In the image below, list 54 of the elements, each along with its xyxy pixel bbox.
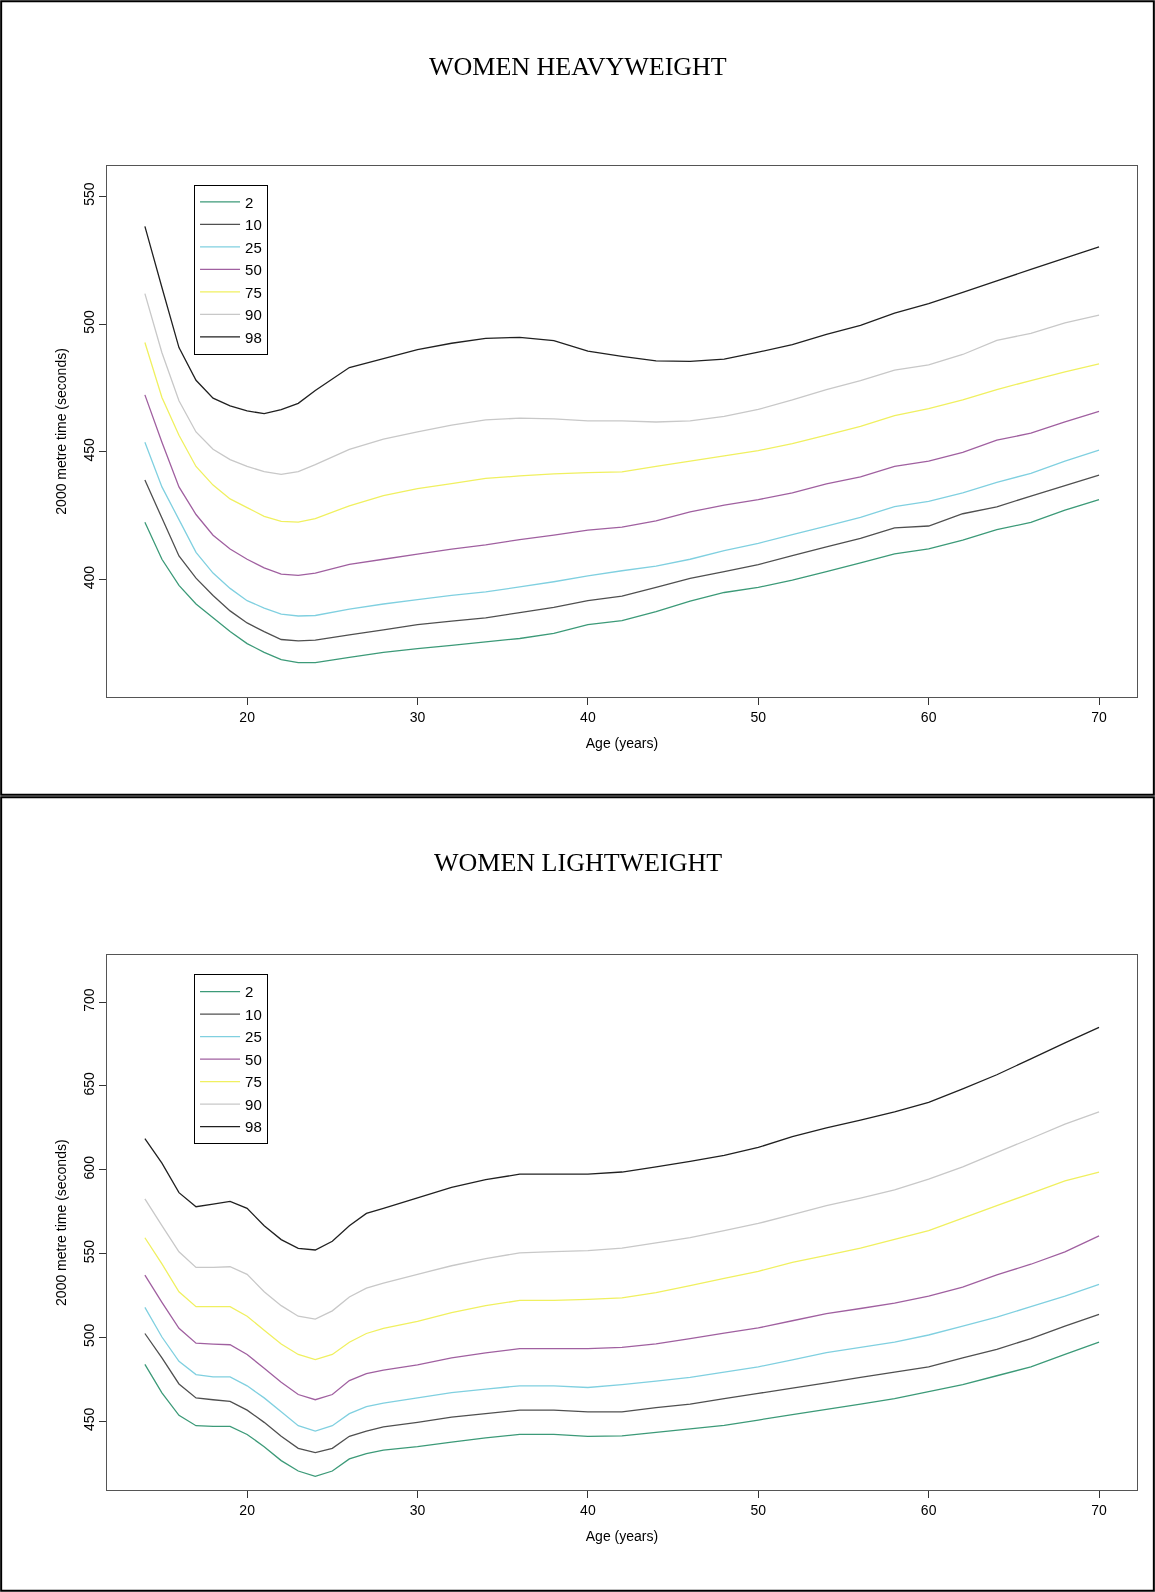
y-tick-label: 500 (80, 310, 97, 334)
x-tick-label: 50 (750, 1501, 767, 1518)
legend-label: 75 (245, 1073, 262, 1091)
x-tick-label: 50 (750, 709, 767, 726)
y-tick-label: 650 (80, 1072, 97, 1096)
y-tick-label: 450 (80, 437, 97, 462)
y-axis-title: 2000 metre time (seconds) (53, 1139, 70, 1306)
chart-title: WOMEN LIGHTWEIGHT (434, 848, 723, 877)
y-tick-label: 600 (80, 1155, 97, 1180)
x-tick-label: 30 (409, 1501, 426, 1518)
y-tick-label: 550 (80, 1239, 97, 1264)
line-series (144, 394, 1100, 577)
x-axis-title: Age (years) (585, 1528, 659, 1545)
y-tick-label: 550 (80, 182, 97, 206)
y-tick-label: 450 (80, 1407, 97, 1431)
legend-label: 25 (245, 1028, 262, 1046)
line-series (144, 1341, 1100, 1478)
line-series (144, 1283, 1100, 1432)
x-tick-label: 70 (1091, 709, 1108, 726)
legend-label: 90 (245, 1095, 262, 1113)
legend-label: 50 (245, 1050, 262, 1068)
line-series (144, 1313, 1100, 1454)
x-tick-label: 40 (580, 709, 596, 726)
legend-label: 75 (245, 283, 262, 301)
line-series (144, 1026, 1100, 1251)
line-series (144, 1171, 1100, 1361)
line-series (144, 499, 1100, 664)
x-tick-label: 60 (920, 709, 937, 726)
chart-title: WOMEN HEAVYWEIGHT (429, 52, 727, 81)
x-tick-label: 30 (409, 709, 426, 726)
y-axis-title: 2000 metre time (seconds) (53, 348, 70, 515)
line-series (144, 441, 1100, 617)
x-tick-label: 40 (580, 1501, 596, 1518)
legend-label: 2 (245, 193, 254, 211)
legend-label: 25 (245, 238, 262, 256)
legend-label: 10 (245, 1005, 262, 1023)
line-series (144, 474, 1100, 642)
legend-label: 2 (245, 983, 254, 1001)
x-tick-label: 20 (239, 709, 256, 726)
legend-label: 10 (245, 216, 262, 234)
x-axis-title: Age (years) (585, 735, 659, 752)
legend-label: 90 (245, 306, 262, 324)
x-tick-label: 60 (920, 1501, 937, 1518)
y-tick-label: 400 (80, 565, 97, 590)
line-series (144, 1235, 1100, 1401)
x-tick-label: 70 (1091, 1501, 1108, 1518)
legend-label: 50 (245, 261, 262, 279)
line-series (144, 341, 1100, 523)
legend-label: 98 (245, 1118, 262, 1136)
legend-label: 98 (245, 328, 262, 346)
x-tick-label: 20 (239, 1501, 256, 1518)
y-tick-label: 700 (80, 988, 97, 1012)
line-series (144, 1111, 1100, 1320)
y-tick-label: 500 (80, 1323, 97, 1348)
